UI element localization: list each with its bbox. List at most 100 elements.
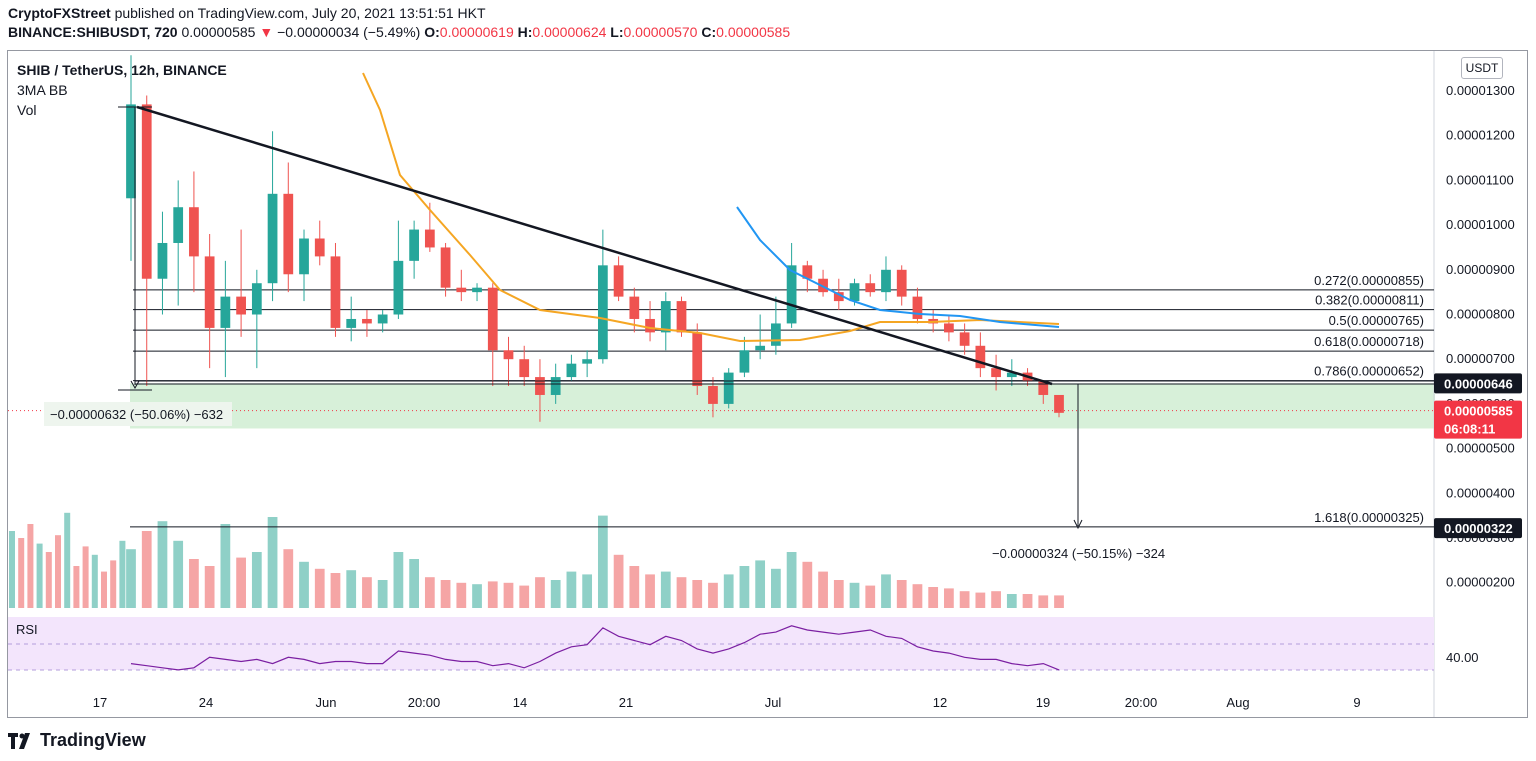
price-tick-label: 0.00000200 (1446, 575, 1515, 590)
candle-body (393, 260, 404, 315)
price-tag-support-text: 0.00000646 (1444, 376, 1513, 391)
volume-bar (755, 560, 766, 608)
volume-bar (786, 552, 797, 608)
volume-bar (692, 580, 703, 608)
volume-bar (456, 582, 467, 608)
candle-body (456, 287, 467, 293)
price-tag-support (1434, 373, 1522, 394)
volume-bar (771, 568, 781, 608)
fib-level-label: 0.382(0.00000811) (1315, 293, 1424, 308)
volume-bar (55, 535, 61, 608)
price-change: −0.00000034 (−5.49%) (277, 24, 421, 40)
currency-unit-button[interactable]: USDT (1461, 57, 1503, 79)
volume-bar (204, 566, 215, 608)
volume-bar (157, 521, 168, 608)
open-value: 0.00000619 (439, 24, 514, 40)
candle-body (786, 265, 797, 324)
price-tick-label: 0.00001100 (1446, 172, 1514, 187)
volume-bar (739, 566, 750, 608)
candle-body (723, 372, 734, 404)
volume-bar (1022, 594, 1033, 608)
close-label: C: (701, 24, 717, 40)
volume-bar (189, 559, 199, 608)
volume-bar (629, 566, 640, 608)
price-tick-label: 0.00000500 (1446, 441, 1515, 456)
volume-bar (101, 571, 107, 608)
price-tick-label: 0.00000800 (1446, 307, 1515, 322)
volume-bar (27, 524, 34, 608)
chart-frame[interactable] (7, 50, 1528, 718)
candle-body (1038, 381, 1049, 395)
candle-body (189, 207, 199, 257)
volume-bar (314, 568, 325, 608)
symbol-label: BINANCE:SHIBUSDT, 720 (8, 24, 178, 40)
measure-label-left: −0.00000632 (−50.06%) −632 (50, 407, 223, 422)
down-arrow-icon: ▼ (259, 24, 274, 40)
measure-label-bg (44, 402, 232, 426)
volume-bar (928, 587, 939, 608)
candle-body (975, 345, 986, 369)
candle-body (896, 269, 907, 297)
volume-bar (82, 546, 89, 608)
volume-bar (18, 538, 25, 608)
volume-bar (91, 554, 98, 608)
volume-bar (393, 552, 404, 608)
time-tick-label: Jul (765, 695, 782, 710)
tradingview-logo-icon (8, 732, 30, 749)
candle-body (582, 359, 593, 364)
candle-body (409, 229, 419, 261)
candle-body (251, 283, 262, 315)
candle-body (944, 323, 954, 333)
volume-bar (503, 582, 514, 608)
volume-bar (36, 543, 43, 608)
time-tick-label: 12 (933, 695, 947, 710)
price-tag-current (1434, 400, 1522, 439)
fib-level-label: 0.618(0.00000718) (1314, 334, 1424, 349)
price-tick-label: 0.00001200 (1446, 128, 1515, 143)
low-label: L: (610, 24, 624, 40)
fib-level-label: 1.618(0.00000325) (1314, 510, 1424, 525)
price-tag-target-text: 0.00000322 (1444, 521, 1513, 536)
measure-label-right: −0.00000324 (−50.15%) −324 (992, 546, 1165, 561)
volume-bar (9, 531, 15, 608)
tradingview-logo[interactable]: TradingView (8, 730, 146, 751)
rsi-label: RSI (16, 622, 38, 637)
time-tick-label: 14 (513, 695, 527, 710)
candle-body (503, 350, 514, 360)
volume-bar (944, 588, 954, 608)
candle-body (991, 368, 1001, 378)
time-tick-label: 24 (199, 695, 213, 710)
candle-body (865, 283, 876, 293)
candle-body (739, 350, 750, 373)
volume-bar (833, 580, 844, 608)
candle-body (833, 292, 844, 302)
volume-bar (597, 515, 608, 608)
legend-indicator-vol[interactable]: Vol (17, 102, 37, 118)
volume-bar (991, 591, 1001, 608)
volume-bar (141, 531, 152, 608)
volume-bar (959, 591, 970, 608)
candle-body (771, 323, 781, 346)
volume-bar (362, 577, 372, 608)
time-tick-label: 20:00 (408, 695, 441, 710)
candle-body (959, 332, 970, 346)
candle-body (597, 265, 608, 360)
volume-bar (440, 580, 451, 608)
volume-bar (660, 571, 671, 608)
time-tick-label: Jun (316, 695, 337, 710)
price-tag-target (1434, 518, 1522, 539)
candle-body (802, 265, 813, 279)
candle-body (660, 301, 671, 333)
ma-line-orange (362, 72, 1060, 343)
candle-body (283, 193, 294, 275)
volume-bar (881, 574, 891, 608)
volume-bar (330, 573, 341, 608)
rsi-line (130, 625, 1060, 671)
tradingview-brand: TradingView (40, 730, 146, 750)
time-tick-label: 17 (93, 695, 107, 710)
legend-indicator-bb[interactable]: 3MA BB (17, 82, 68, 98)
candle-body (346, 318, 357, 328)
volume-bar (896, 580, 907, 608)
candle-body (550, 377, 561, 395)
